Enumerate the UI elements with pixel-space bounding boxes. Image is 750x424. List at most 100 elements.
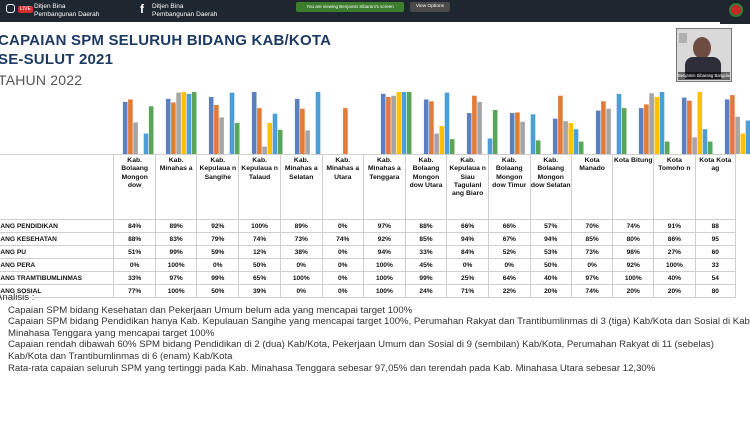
- table-cell: 88%: [404, 219, 448, 233]
- webcam-name-label: Benjamin Sibarang Bangdai: [678, 72, 730, 80]
- region-header: Kota Bitung: [612, 154, 655, 220]
- bar: [234, 123, 240, 154]
- table-cell: 12%: [238, 245, 282, 259]
- analysis-section: Analisis : Capaian SPM bidang Kesehatan …: [0, 292, 750, 374]
- table-cell: 80%: [612, 232, 655, 246]
- brand-left: Ditjen Bina Pembangunan Daerah: [34, 3, 99, 19]
- bar: [552, 118, 558, 154]
- bar: [300, 108, 305, 154]
- table-cell: 40%: [529, 271, 572, 285]
- slide-title-line2: SE-SULUT 2021: [0, 51, 114, 68]
- region-header: Kab. Bolaang Mongon dow Utara: [404, 154, 448, 220]
- bar: [492, 109, 498, 154]
- table-cell: 0%: [196, 258, 240, 272]
- bar: [423, 99, 429, 154]
- region-header: Kab. Bolaang Mongon dow: [113, 154, 156, 220]
- table-cell: 94%: [529, 232, 572, 246]
- bar: [251, 92, 257, 154]
- bar: [186, 93, 192, 154]
- table-cell: 94%: [446, 232, 490, 246]
- bar: [401, 92, 407, 154]
- table-cell: 85%: [404, 232, 448, 246]
- table-cell: 33: [694, 258, 737, 272]
- analysis-heading: Analisis :: [0, 292, 35, 303]
- region-header: Kota Manado: [570, 154, 614, 220]
- emblem-logo: [720, 0, 750, 24]
- bar: [315, 92, 321, 154]
- bar: [616, 93, 622, 154]
- screen-share-banner: You are viewing Benjamin Sibarani's scre…: [296, 2, 404, 12]
- webcam-tile[interactable]: Benjamin Sibarang Bangdai: [676, 28, 732, 82]
- bar: [664, 141, 670, 154]
- table-cell: 100%: [238, 219, 282, 233]
- table-cell: 83%: [154, 232, 198, 246]
- bar: [681, 97, 687, 154]
- table-cell: 100%: [653, 258, 696, 272]
- bar: [148, 106, 154, 154]
- bar: [535, 140, 541, 154]
- table-cell: 40%: [653, 271, 696, 285]
- table-cell: 45%: [404, 258, 448, 272]
- brand-right-line2: Pembangunan Daerah: [152, 11, 218, 18]
- table-header-row: Kab. Bolaang Mongon dow Kab. Minahas a Kab…: [0, 154, 737, 220]
- slide-title-line3: TAHUN 2022: [0, 72, 83, 88]
- table-cell: 25%: [446, 271, 490, 285]
- table-cell: 65%: [238, 271, 282, 285]
- region-header: Kab. Minahas a Tenggara: [363, 154, 406, 220]
- region-header: Kab. Minahas a Utara: [321, 154, 365, 220]
- header-corner: [0, 154, 115, 220]
- table-cell: 73%: [570, 245, 614, 259]
- bar: [133, 122, 138, 154]
- spm-table: Kab. Bolaang Mongon dow Kab. Minahas a Kab…: [0, 154, 737, 298]
- bar: [621, 108, 627, 154]
- slide-title-line1: CAPAIAN SPM SELURUH BIDANG KAB/KOTA: [0, 32, 332, 49]
- table-cell: 74%: [612, 219, 655, 233]
- bar: [219, 117, 224, 154]
- region-header: Kota Tomoho n: [653, 154, 696, 220]
- bar: [558, 95, 563, 154]
- region-header: Kab. Kepulaua n Talaud: [238, 154, 282, 220]
- bar: [406, 92, 412, 154]
- bar: [143, 133, 149, 154]
- table-cell: 0%: [321, 284, 365, 298]
- table-cell: 100%: [280, 271, 323, 285]
- table-cell: 88%: [113, 232, 156, 246]
- brand-right-line1: Ditjen Bina: [152, 3, 184, 10]
- bar: [606, 108, 611, 154]
- table-cell: 92%: [196, 219, 240, 233]
- region-header: Kab. Minahas a: [154, 154, 198, 220]
- table-cell: 51%: [113, 245, 156, 259]
- bar: [654, 96, 660, 154]
- table-cell: 0%: [321, 245, 365, 259]
- table-cell: 64%: [488, 271, 531, 285]
- table-cell: 92%: [363, 232, 406, 246]
- table-cell: 66%: [488, 219, 531, 233]
- instagram-icon[interactable]: [6, 4, 15, 13]
- bar: [578, 141, 584, 154]
- bar: [649, 93, 654, 154]
- facebook-icon[interactable]: f: [140, 2, 144, 16]
- bar: [563, 121, 568, 154]
- table-cell: 0%: [321, 219, 365, 233]
- bar: [229, 92, 235, 154]
- brand-left-line1: Ditjen Bina: [34, 3, 66, 10]
- bar: [257, 108, 262, 154]
- webinar-top-bar: LIVE Ditjen Bina Pembangunan Daerah f Di…: [0, 0, 750, 22]
- bar: [724, 99, 730, 154]
- table-cell: 0%: [321, 258, 365, 272]
- bar: [515, 112, 520, 154]
- bar: [644, 104, 649, 154]
- bar: [687, 100, 692, 154]
- table-cell: 80: [694, 284, 737, 298]
- table-cell: 39%: [238, 284, 282, 298]
- view-options-button[interactable]: View Options: [410, 2, 450, 12]
- bar: [707, 141, 713, 154]
- bar: [434, 133, 439, 154]
- bar: [181, 92, 187, 154]
- bar: [745, 120, 750, 154]
- table-cell: 99%: [404, 271, 448, 285]
- table-cell: 97%: [363, 219, 406, 233]
- row-label: BIDANG PENDIDIKAN: [0, 219, 115, 233]
- bar: [573, 129, 579, 154]
- row-label: BIDANG PU: [0, 245, 115, 259]
